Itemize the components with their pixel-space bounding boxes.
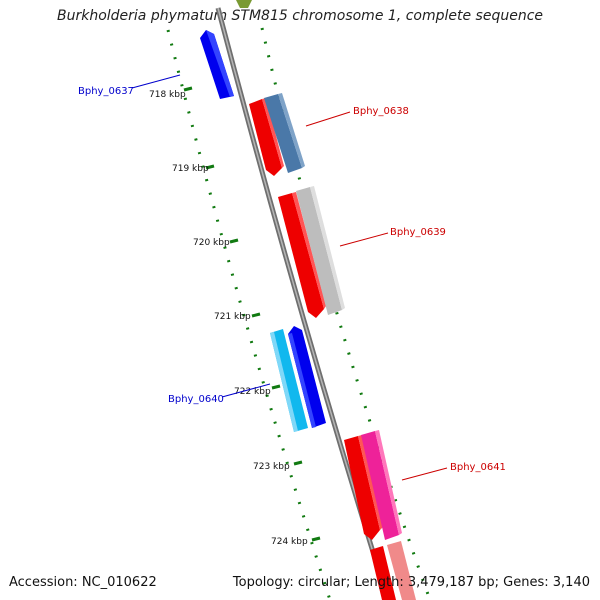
tick-label-722: 722 kbp	[234, 387, 271, 397]
gene-bphy-0639-red[interactable]	[278, 192, 326, 318]
tick-722	[271, 384, 281, 390]
leader-bphy-0639	[339, 232, 389, 247]
tick-723	[293, 460, 303, 466]
gene-label-bphy-0641[interactable]: Bphy_0641	[450, 462, 506, 473]
tick-720	[229, 238, 239, 244]
tick-label-723: 723 kbp	[253, 462, 290, 472]
tick-718	[183, 86, 193, 92]
gene-bphy-0638-steelblue[interactable]	[264, 93, 305, 173]
tick-label-719: 719 kbp	[172, 164, 209, 174]
tick-721	[251, 312, 261, 318]
tick-marks	[183, 86, 321, 542]
tick-label-720: 720 kbp	[193, 238, 230, 248]
gene-label-bphy-0640[interactable]: Bphy_0640	[168, 394, 224, 405]
gene-bphy-0639-grey[interactable]	[296, 186, 345, 315]
gene-bottom-red[interactable]	[370, 546, 396, 600]
gene-bottom-pink[interactable]	[387, 541, 416, 600]
leader-bphy-0640	[221, 383, 271, 398]
leader-bphy-0637	[131, 74, 181, 89]
gene-bphy-0637[interactable]	[200, 30, 234, 99]
gene-label-bphy-0639[interactable]: Bphy_0639	[390, 227, 446, 238]
gene-bphy-0641-magenta[interactable]	[361, 430, 402, 540]
gene-olive-top[interactable]	[236, 0, 252, 8]
leader-bphy-0641	[401, 467, 448, 481]
leader-bphy-0638	[305, 111, 351, 127]
tick-label-718: 718 kbp	[149, 90, 186, 100]
map-title: Burkholderia phymatum STM815 chromosome …	[56, 8, 543, 24]
gene-bphy-0640-blue[interactable]	[288, 326, 326, 428]
gene-bphy-0640-cyan[interactable]	[270, 329, 308, 432]
topology-text: Topology: circular; Length: 3,479,187 bp…	[232, 575, 590, 590]
accession-text: Accession: NC_010622	[9, 575, 157, 590]
tick-label-724: 724 kbp	[271, 537, 308, 547]
tick-719	[205, 164, 215, 170]
tick-724	[311, 536, 321, 542]
gene-label-bphy-0637[interactable]: Bphy_0637	[78, 86, 134, 97]
tick-label-721: 721 kbp	[214, 312, 251, 322]
gene-label-bphy-0638[interactable]: Bphy_0638	[353, 106, 409, 117]
gene-bphy-0638-red[interactable]	[249, 98, 284, 176]
gene-bphy-0641-red[interactable]	[344, 435, 383, 540]
